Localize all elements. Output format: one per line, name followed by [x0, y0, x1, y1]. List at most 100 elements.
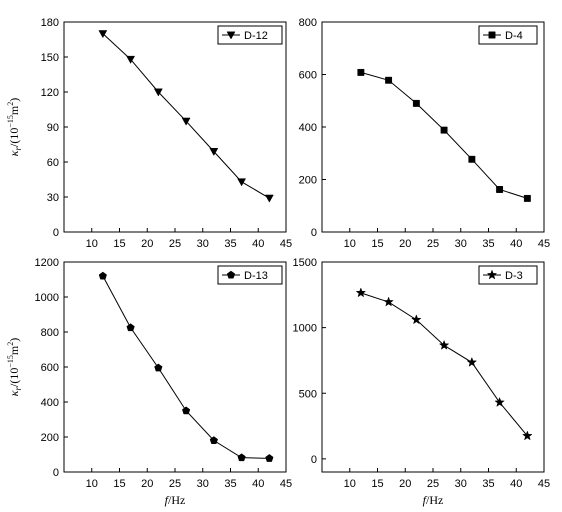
x-tick-label: 40: [252, 478, 264, 490]
x-axis-label-part: f: [423, 493, 428, 507]
y-axis-label-part: 2: [6, 342, 15, 346]
x-tick-label: 35: [482, 238, 494, 250]
x-tick-label: 25: [169, 478, 181, 490]
x-tick-label: 25: [169, 238, 181, 250]
data-point: [468, 155, 476, 163]
x-tick-label: 15: [113, 238, 125, 250]
data-point: [181, 117, 191, 126]
y-tick-label: 150: [41, 52, 59, 64]
y-axis-label-part: r: [13, 386, 23, 390]
data-point: [126, 55, 136, 64]
y-tick-label: 60: [47, 157, 59, 169]
y-axis-label-part: m: [7, 105, 21, 115]
y-tick-label: 0: [311, 227, 317, 239]
data-point: [98, 271, 107, 280]
data-point: [126, 323, 135, 332]
x-tick-label: 10: [344, 478, 356, 490]
x-tick-label: 45: [280, 478, 292, 490]
legend-box: [217, 265, 283, 285]
y-axis-label-part: ): [7, 338, 21, 342]
y-axis-label-part: /(10: [7, 128, 21, 147]
y-tick-label: 0: [311, 454, 317, 466]
data-point: [98, 30, 108, 39]
y-axis-label-part: m: [7, 345, 21, 355]
legend-box: [478, 265, 538, 285]
data-point: [153, 88, 163, 97]
data-point: [412, 99, 420, 107]
x-axis-label-part: f: [165, 493, 170, 507]
data-point: [385, 76, 393, 84]
y-tick-label: 200: [299, 175, 317, 187]
x-tick-label: 30: [455, 238, 467, 250]
data-point: [209, 436, 218, 444]
y-tick-label: 200: [41, 432, 59, 444]
data-point: [494, 396, 505, 407]
y-axis-label-part: κ: [7, 390, 21, 396]
x-tick-label: 25: [427, 478, 439, 490]
data-point: [523, 194, 531, 202]
data-point: [357, 68, 365, 76]
x-tick-label: 20: [399, 478, 411, 490]
data-point: [209, 148, 219, 157]
legend-marker: [226, 270, 236, 279]
plot-frame: [63, 21, 287, 233]
x-tick-label: 15: [371, 478, 383, 490]
legend-label: D-3: [505, 270, 523, 282]
y-tick-label: 0: [53, 467, 59, 479]
x-tick-label: 20: [399, 238, 411, 250]
x-tick-label: 30: [197, 238, 209, 250]
x-tick-label: 40: [510, 478, 522, 490]
y-tick-label: 500: [299, 388, 317, 400]
data-point: [438, 339, 450, 350]
x-tick-label: 20: [141, 238, 153, 250]
chart-panel-2: 10 15 20 25 30 35 40 45 0 200 400 600 800 D-4: [299, 17, 550, 250]
y-tick-label: 400: [299, 122, 317, 134]
y-tick-label: 800: [299, 17, 317, 29]
chart-panel-4: 10 15 20 25 30 35 40 45 0 500 1000 1500 f/Hz D-3: [293, 257, 551, 507]
x-tick-label: 15: [371, 238, 383, 250]
data-point: [466, 356, 478, 367]
x-tick-label: 35: [224, 238, 236, 250]
data-point: [265, 454, 274, 462]
y-tick-label: 90: [47, 122, 59, 134]
x-tick-label: 25: [427, 238, 439, 250]
data-point: [496, 186, 504, 193]
y-tick-label: 0: [53, 227, 59, 239]
y-tick-label: 400: [41, 397, 59, 409]
series-line: [360, 71, 528, 199]
data-point: [182, 406, 191, 415]
x-tick-label: 20: [141, 478, 153, 490]
legend-marker: [486, 269, 498, 280]
y-tick-label: 600: [299, 70, 317, 82]
data-point: [154, 363, 163, 372]
legend-marker: [488, 31, 496, 39]
y-tick-label: 120: [41, 87, 59, 99]
y-axis-label-part: ): [7, 98, 21, 102]
x-axis-label-part: /Hz: [168, 493, 185, 507]
series-line: [102, 275, 270, 459]
x-tick-label: 30: [455, 478, 467, 490]
y-axis-label-part: /(10: [7, 368, 21, 387]
y-axis-label-part: κ: [7, 150, 21, 156]
y-axis-label-part: 2: [6, 102, 15, 106]
x-tick-label: 15: [113, 478, 125, 490]
data-point: [237, 178, 247, 187]
legend-label: D-12: [244, 30, 268, 42]
y-tick-label: 800: [41, 327, 59, 339]
x-tick-label: 45: [538, 238, 550, 250]
data-point: [440, 126, 448, 134]
y-tick-label: 600: [41, 362, 59, 374]
x-tick-label: 35: [224, 478, 236, 490]
y-tick-label: 30: [47, 192, 59, 204]
x-tick-label: 35: [482, 478, 494, 490]
x-tick-label: 45: [280, 238, 292, 250]
data-point: [383, 296, 394, 307]
series-line: [360, 292, 528, 437]
legend-box: [478, 25, 538, 45]
x-tick-label: 10: [344, 238, 356, 250]
legend-marker: [226, 31, 236, 40]
x-tick-label: 40: [252, 238, 264, 250]
y-axis-label: κr/(10−15m2): [6, 338, 23, 396]
y-tick-label: 1000: [35, 292, 59, 304]
